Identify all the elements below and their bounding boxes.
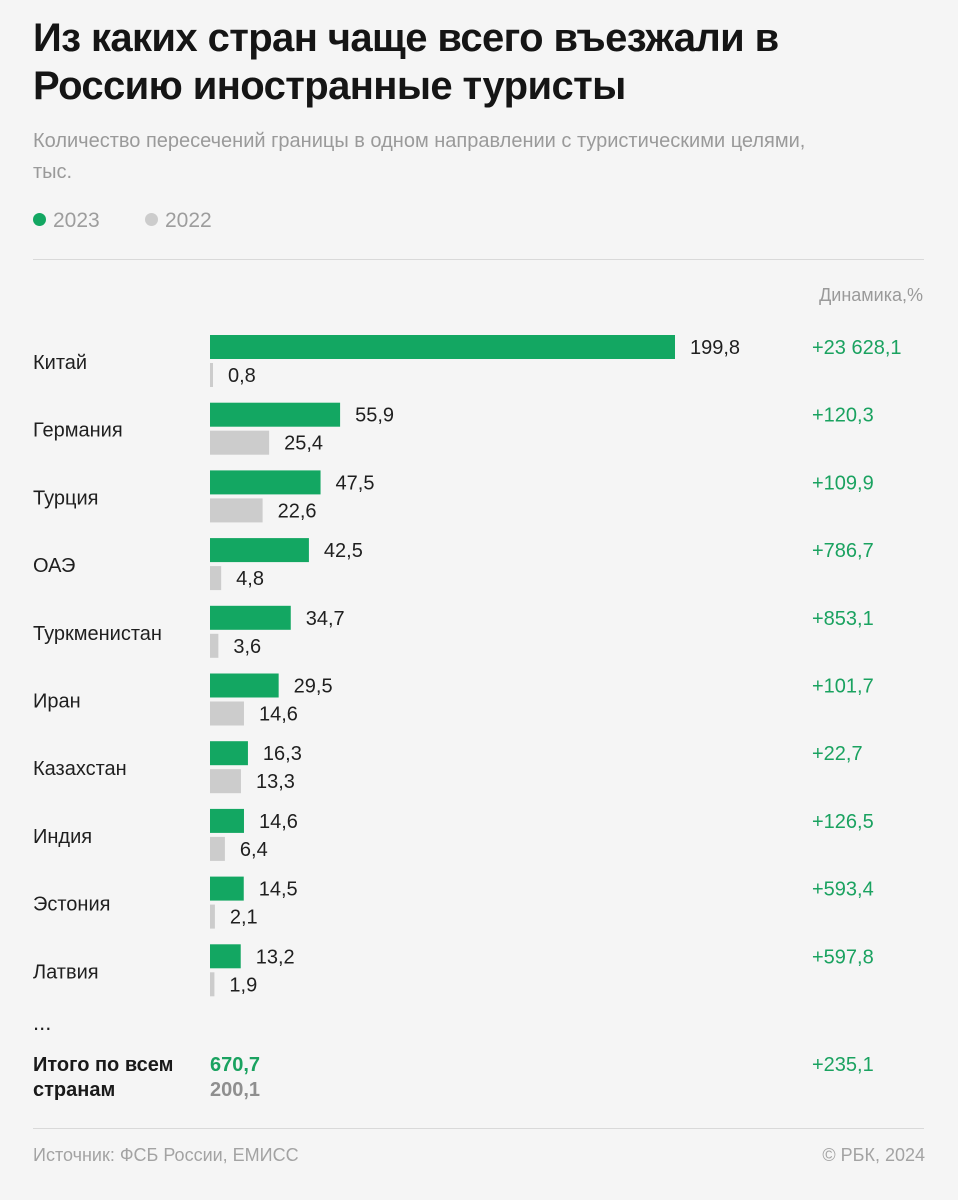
bar-2022: [210, 363, 213, 387]
legend-label-2022: 2022: [165, 209, 212, 232]
value-label-2022: 6,4: [240, 839, 268, 861]
dynamics-value: +22,7: [812, 743, 863, 765]
value-label-2023: 29,5: [294, 676, 333, 698]
dynamics-value: +109,9: [812, 472, 874, 494]
bar-2022: [210, 769, 241, 794]
bar-2022: [210, 972, 215, 997]
value-label-2022: 22,6: [278, 500, 317, 522]
bar-2023: [210, 673, 279, 698]
dynamics-value: +101,7: [812, 676, 874, 698]
dynamics-value: +597,8: [812, 946, 874, 968]
value-label-2023: 14,6: [259, 811, 298, 833]
value-label-2022: 25,4: [284, 433, 323, 455]
bar-2022: [210, 904, 215, 929]
value-label-2022: 0,8: [228, 365, 256, 387]
value-label-2023: 13,2: [256, 946, 295, 968]
country-label: Турция: [33, 487, 98, 509]
value-label-2022: 14,6: [259, 704, 298, 726]
legend-label-2023: 2023: [53, 209, 100, 232]
dynamics-value: +120,3: [812, 405, 874, 427]
total-value-2022: 200,1: [210, 1079, 261, 1101]
bar-2022: [210, 633, 219, 658]
country-label: Германия: [33, 420, 123, 442]
bottom-divider: [33, 1128, 924, 1129]
legend-item-2023: 2023: [33, 207, 100, 235]
country-label: Казахстан: [33, 758, 127, 780]
legend-dot-2023-icon: [33, 212, 46, 226]
bar-2023: [210, 876, 244, 901]
value-label-2022: 4,8: [236, 568, 264, 590]
country-label: ОАЭ: [33, 555, 75, 577]
total-label: Итого по всем странам: [33, 1054, 174, 1101]
copyright: © РБК, 2024: [822, 1145, 925, 1165]
bar-2023: [210, 335, 675, 359]
value-label-2023: 16,3: [263, 743, 302, 765]
dynamics-value: +853,1: [812, 608, 874, 630]
total-dynamics: +235,1: [812, 1054, 874, 1076]
bar-2023: [210, 538, 309, 563]
country-label: Эстония: [33, 894, 110, 916]
legend-dot-2022-icon: [145, 212, 158, 226]
bar-2023: [210, 402, 341, 427]
bar-2022: [210, 836, 225, 861]
bar-2022: [210, 701, 244, 726]
dynamics-header: Динамика,%: [819, 285, 923, 305]
country-label: Индия: [33, 826, 92, 848]
dynamics-value: +23 628,1: [812, 337, 902, 359]
bar-2023: [210, 470, 321, 495]
value-label-2023: 34,7: [306, 608, 345, 630]
value-label-2022: 2,1: [230, 907, 258, 929]
bar-2023: [210, 944, 241, 969]
dynamics-value: +593,4: [812, 879, 874, 901]
chart-title: Из каких стран чаще всего въезжали в Рос…: [33, 16, 779, 108]
legend-item-2022: 2022: [145, 207, 212, 235]
bar-2023: [210, 605, 291, 630]
value-label-2022: 13,3: [256, 771, 295, 793]
dynamics-value: +126,5: [812, 811, 874, 833]
top-divider: [33, 259, 924, 260]
value-label-2023: 14,5: [259, 879, 298, 901]
country-label: Китай: [33, 352, 87, 374]
bar-2022: [210, 430, 270, 455]
chart-subtitle: Количество пересечений границы в одном н…: [33, 130, 806, 183]
country-label: Туркменистан: [33, 623, 162, 645]
bar-2022: [210, 498, 263, 523]
dynamics-value: +786,7: [812, 540, 874, 562]
source-note: Источник: ФСБ России, ЕМИСС: [33, 1145, 299, 1165]
country-label: Латвия: [33, 961, 99, 983]
value-label-2022: 1,9: [229, 974, 257, 996]
value-label-2023: 55,9: [355, 405, 394, 427]
value-label-2023: 42,5: [324, 540, 363, 562]
bar-2022: [210, 566, 222, 591]
country-label: Иран: [33, 691, 81, 713]
bar-2023: [210, 741, 248, 766]
value-label-2023: 199,8: [690, 337, 740, 359]
bar-2023: [210, 808, 244, 833]
value-label-2022: 3,6: [233, 636, 261, 658]
total-value-2023: 670,7: [210, 1054, 261, 1076]
value-label-2023: 47,5: [336, 472, 375, 494]
more-countries-ellipsis: ...: [33, 1010, 52, 1035]
